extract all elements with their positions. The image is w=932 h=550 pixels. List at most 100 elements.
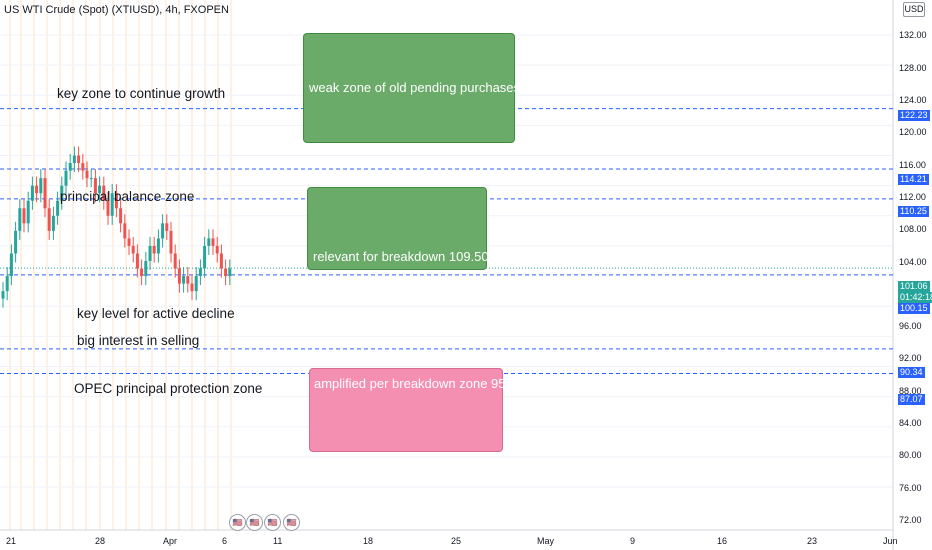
candle-body xyxy=(85,170,89,179)
candle-body xyxy=(22,208,26,224)
y-tick-label: 72.00 xyxy=(899,515,922,525)
candle-body xyxy=(43,178,47,209)
y-tick-label: 120.00 xyxy=(899,127,927,137)
candle-body xyxy=(114,193,118,209)
y-tick-label: 112.00 xyxy=(899,192,926,202)
candle-body xyxy=(64,170,68,186)
level-tag-100-15: 100.15 xyxy=(898,303,930,314)
candle-body xyxy=(169,230,173,254)
candle-body xyxy=(182,276,186,284)
level-tag-114-21: 114.21 xyxy=(898,174,929,185)
y-tick-label: 128.00 xyxy=(899,63,927,73)
candle-body xyxy=(1,291,5,299)
candle-body xyxy=(152,245,156,254)
candle-body xyxy=(110,193,114,216)
event-flag-icon[interactable]: 🇺🇸 xyxy=(229,514,246,531)
candle-body xyxy=(224,268,228,277)
zone-amplified-breakdown[interactable] xyxy=(309,368,503,452)
candle-body xyxy=(186,276,190,284)
level-tag-110-25: 110.25 xyxy=(898,206,929,217)
y-tick-label: 116.00 xyxy=(899,160,926,170)
candle-body xyxy=(156,238,160,254)
event-flag-icon[interactable]: 🇺🇸 xyxy=(283,514,300,531)
candle-body xyxy=(30,185,34,201)
y-tick-label: 132.00 xyxy=(899,30,927,40)
candle-body xyxy=(106,200,110,216)
y-tick-label: 124.00 xyxy=(899,95,927,105)
candle-body xyxy=(190,283,194,292)
x-tick-label: 18 xyxy=(363,536,374,546)
candle-body xyxy=(47,208,51,231)
candle-body xyxy=(77,155,81,164)
candle-body xyxy=(14,230,18,254)
x-tick-label: 25 xyxy=(451,536,462,546)
y-tick-label: 80.00 xyxy=(899,450,922,460)
candle-body xyxy=(161,223,165,239)
candle-body xyxy=(72,155,76,164)
candle-body xyxy=(81,163,85,171)
candle-body xyxy=(131,245,135,254)
candle-body xyxy=(173,253,177,269)
y-tick-label: 104.00 xyxy=(899,257,927,267)
x-tick-label: 21 xyxy=(6,536,17,546)
zone-weak-pending-purchases[interactable] xyxy=(303,33,515,143)
annotation-key-level-decline: key level for active decline xyxy=(77,306,235,321)
y-tick-label: 76.00 xyxy=(899,483,922,493)
candle-body xyxy=(198,268,202,277)
y-tick-label: 88.00 xyxy=(899,386,922,396)
candle-body xyxy=(127,238,131,246)
candle-body xyxy=(203,245,207,269)
level-tag-122-23: 122.23 xyxy=(898,110,930,121)
countdown-tag: 01:42:18 xyxy=(898,292,932,303)
x-tick-label: 11 xyxy=(273,536,283,546)
x-tick-label: 6 xyxy=(222,536,228,546)
candle-body xyxy=(39,178,43,194)
y-tick-label: 84.00 xyxy=(899,418,922,428)
candle-body xyxy=(18,208,22,231)
y-tick-label: 96.00 xyxy=(899,321,922,331)
currency-badge[interactable]: USD xyxy=(903,2,925,17)
zone-relevant-breakdown-label: relevant for breakdown 109.50 xyxy=(313,249,489,264)
candle-body xyxy=(26,200,30,224)
candle-body xyxy=(140,268,144,277)
last-price-tag: 101.06 xyxy=(898,281,930,292)
candle-body xyxy=(165,223,169,231)
x-tick-label: 23 xyxy=(807,536,818,546)
candle-body xyxy=(228,268,232,277)
candle-body xyxy=(148,245,152,261)
y-tick-label: 92.00 xyxy=(899,353,922,363)
x-tick-label: May xyxy=(537,536,555,546)
candle-body xyxy=(144,261,148,277)
candle-body xyxy=(98,185,102,194)
event-flag-icon[interactable]: 🇺🇸 xyxy=(246,514,263,531)
annotation-principal-balance: principal balance zone xyxy=(60,189,195,204)
zone-relevant-breakdown[interactable] xyxy=(307,187,487,270)
candle-body xyxy=(135,253,139,269)
zone-weak-pending-purchases-label: weak zone of old pending purchases xyxy=(309,80,521,95)
candle-body xyxy=(51,215,55,231)
candle-body xyxy=(123,223,127,239)
candle-body xyxy=(5,276,9,292)
candle-body xyxy=(68,163,72,171)
annotation-opec-protection: OPEC principal protection zone xyxy=(74,381,263,396)
candle-body xyxy=(56,200,60,216)
event-flag-icon[interactable]: 🇺🇸 xyxy=(264,514,281,531)
x-tick-label: Apr xyxy=(163,536,178,546)
candle-body xyxy=(219,253,223,269)
candle-body xyxy=(102,185,106,201)
zone-amplified-breakdown-label: amplified per breakdown zone 95 xyxy=(314,376,506,391)
chart-title: US WTI Crude (Spot) (XTIUSD), 4h, FXOPEN xyxy=(4,4,229,16)
candle-body xyxy=(60,185,64,201)
annotation-key-zone-growth: key zone to continue growth xyxy=(57,86,226,101)
annotation-big-interest-selling: big interest in selling xyxy=(77,333,200,348)
candle-body xyxy=(119,208,123,224)
level-tag-87-07: 87.07 xyxy=(898,394,925,405)
candle-body xyxy=(93,178,97,194)
candle-body xyxy=(177,268,181,284)
candle-body xyxy=(194,276,198,292)
candle-body xyxy=(207,238,211,246)
x-tick-label: 28 xyxy=(95,536,106,546)
x-tick-label: 16 xyxy=(717,536,728,546)
x-tick-label: 9 xyxy=(630,536,636,546)
candle-body xyxy=(215,245,219,254)
